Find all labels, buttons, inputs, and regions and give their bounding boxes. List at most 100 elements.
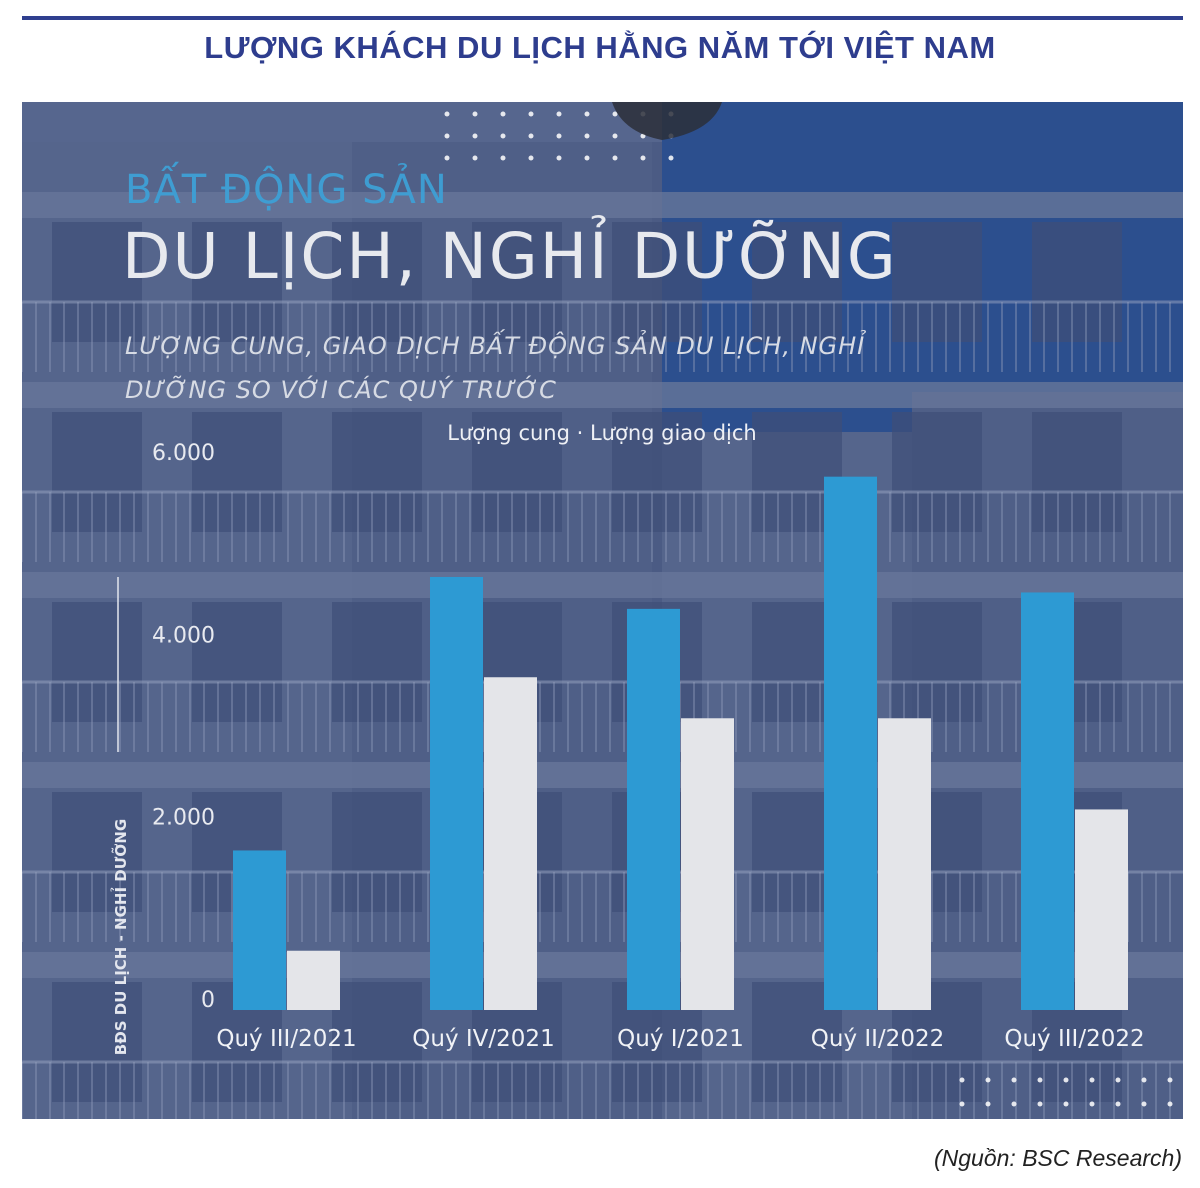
decor-dot bbox=[1037, 1101, 1043, 1107]
window bbox=[192, 412, 282, 532]
window bbox=[472, 222, 562, 342]
y-tick-label: 6.000 bbox=[152, 441, 215, 466]
decor-dot bbox=[1063, 1101, 1069, 1107]
decor-dot bbox=[500, 111, 506, 117]
legend-entry: Lượng giao dịch bbox=[590, 421, 757, 445]
floor-slab bbox=[22, 952, 1183, 978]
window bbox=[752, 222, 842, 342]
y-axis-label: BĐS DU LỊCH - NGHỈ DƯỠNG bbox=[109, 819, 130, 1055]
source-note: (Nguồn: BSC Research) bbox=[934, 1145, 1182, 1171]
page-title: LƯỢNG KHÁCH DU LỊCH HẰNG NĂM TỚI VIỆT NA… bbox=[204, 30, 996, 65]
window bbox=[612, 412, 702, 532]
window bbox=[332, 792, 422, 912]
decor-dot bbox=[612, 133, 618, 139]
decor-dot bbox=[1141, 1077, 1147, 1083]
bar-transaction bbox=[287, 950, 340, 1010]
decor-dot bbox=[500, 155, 506, 161]
decor-dot bbox=[1115, 1101, 1121, 1107]
decor-dot bbox=[959, 1101, 965, 1107]
decor-dot bbox=[444, 155, 450, 161]
decor-dot bbox=[528, 133, 534, 139]
window bbox=[892, 222, 982, 342]
legend: Lượng cung · Lượng giao dịch bbox=[447, 421, 756, 445]
decor-dot bbox=[1167, 1077, 1173, 1083]
decor-dot bbox=[1011, 1101, 1017, 1107]
decor-dot bbox=[556, 155, 562, 161]
decor-dot bbox=[640, 155, 646, 161]
decor-dot bbox=[444, 111, 450, 117]
decor-dot bbox=[556, 111, 562, 117]
window bbox=[332, 982, 422, 1102]
window bbox=[612, 222, 702, 342]
decor-dot bbox=[612, 111, 618, 117]
window bbox=[332, 222, 422, 342]
decor-dot bbox=[500, 133, 506, 139]
legend-entry: Lượng cung bbox=[447, 421, 570, 445]
x-tick-label: Quý IV/2021 bbox=[412, 1026, 554, 1052]
bar-supply bbox=[627, 608, 680, 1010]
window bbox=[52, 792, 142, 912]
decor-dot bbox=[1167, 1101, 1173, 1107]
decor-dot bbox=[668, 155, 674, 161]
floor-slab bbox=[22, 192, 1183, 218]
building-top bbox=[22, 102, 662, 142]
top-rule bbox=[22, 16, 1183, 20]
chart-panel: BẤT ĐỘNG SẢN DU LỊCH, NGHỈ DƯỠNG LƯỢNG C… bbox=[22, 102, 1183, 1119]
window bbox=[52, 982, 142, 1102]
chart-subtitle: LƯỢNG CUNG, GIAO DỊCH BẤT ĐỘNG SẢN DU LỊ… bbox=[125, 332, 866, 404]
x-tick-label: Quý III/2021 bbox=[216, 1026, 356, 1052]
decor-dot bbox=[472, 155, 478, 161]
window bbox=[332, 602, 422, 722]
window bbox=[892, 412, 982, 532]
decor-dot bbox=[472, 133, 478, 139]
bar-supply bbox=[824, 476, 877, 1010]
chart-kicker: BẤT ĐỘNG SẢN bbox=[125, 167, 448, 213]
x-tick-label: Quý I/2021 bbox=[617, 1026, 744, 1052]
bar-supply bbox=[233, 850, 286, 1010]
decor-dot bbox=[1089, 1101, 1095, 1107]
window bbox=[52, 222, 142, 342]
decor-dot bbox=[1089, 1077, 1095, 1083]
umbrella-shape bbox=[612, 102, 722, 140]
window bbox=[192, 602, 282, 722]
decor-dot bbox=[985, 1101, 991, 1107]
floor-slab bbox=[22, 762, 1183, 788]
bar-transaction bbox=[484, 677, 537, 1010]
y-tick-label: 4.000 bbox=[152, 623, 215, 648]
window bbox=[332, 412, 422, 532]
decor-dot bbox=[528, 155, 534, 161]
decor-dot bbox=[959, 1077, 965, 1083]
decor-dot bbox=[584, 111, 590, 117]
window bbox=[52, 412, 142, 532]
x-tick-label: Quý III/2022 bbox=[1004, 1026, 1144, 1052]
decor-dot bbox=[1037, 1077, 1043, 1083]
bar-supply bbox=[1021, 592, 1074, 1010]
window bbox=[192, 222, 282, 342]
chart-title: DU LỊCH, NGHỈ DƯỠNG bbox=[122, 220, 898, 293]
window bbox=[892, 602, 982, 722]
window bbox=[472, 412, 562, 532]
bar-transaction bbox=[681, 718, 734, 1010]
decor-dot bbox=[472, 111, 478, 117]
bar-supply bbox=[430, 576, 483, 1010]
decor-dot bbox=[1063, 1077, 1069, 1083]
decor-dot bbox=[556, 133, 562, 139]
decor-dot bbox=[985, 1077, 991, 1083]
y-tick-label: 0 bbox=[201, 988, 215, 1013]
decor-dot bbox=[1115, 1077, 1121, 1083]
decor-dot bbox=[584, 133, 590, 139]
window bbox=[1032, 412, 1122, 532]
bar-transaction bbox=[1075, 809, 1128, 1010]
window bbox=[1032, 222, 1122, 342]
y-tick-label: 2.000 bbox=[152, 806, 215, 831]
decor-dot bbox=[584, 155, 590, 161]
decor-dot bbox=[528, 111, 534, 117]
window bbox=[52, 602, 142, 722]
decor-dot bbox=[1141, 1101, 1147, 1107]
floor-slab bbox=[22, 572, 1183, 598]
x-tick-label: Quý II/2022 bbox=[811, 1026, 944, 1052]
decor-dot bbox=[444, 133, 450, 139]
decor-dot bbox=[612, 155, 618, 161]
floor-slab bbox=[22, 382, 1183, 408]
bar-transaction bbox=[878, 718, 931, 1010]
